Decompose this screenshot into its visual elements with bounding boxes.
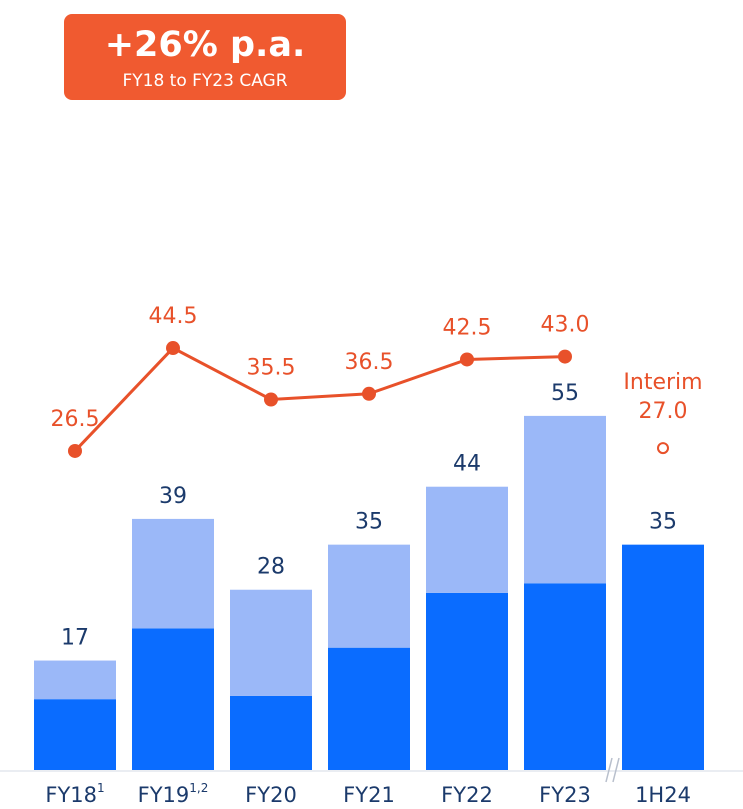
category: FY22 [441,783,493,807]
total-label: 35 [649,510,677,535]
point [362,386,376,401]
x-tick-label: 1H24 [635,783,691,807]
category: FY18 [45,783,97,807]
line-value-label: 36.5 [345,350,394,375]
total-label: 28 [257,555,285,580]
category: FY23 [539,783,591,807]
cagr-subline: FY18 to FY23 CAGR [122,71,287,91]
line-value-label: 44.5 [149,304,198,329]
bar-segment [524,415,606,584]
point [460,352,474,367]
total-label: 35 [355,510,383,535]
total-label: 55 [551,381,579,406]
cagr-box [64,14,346,100]
bar-segment [34,699,116,770]
point [264,392,278,407]
point [68,443,82,458]
category: FY21 [343,783,395,807]
interim-label: Interim [623,370,702,395]
bar-segment [34,660,116,700]
bar-segment [132,628,214,770]
footnote-marker: 1 [97,781,105,795]
bar-segment [426,592,508,770]
x-tick-label: FY20 [245,783,297,807]
category: 1H24 [635,783,691,807]
x-tick-label: FY22 [441,783,493,807]
line-value-label: 26.5 [51,407,100,432]
x-tick-label: FY23 [539,783,591,807]
bar-segment [426,486,508,593]
bar-segment [328,544,410,648]
line-value-label: 27.0 [639,399,688,424]
bar-segment [524,583,606,770]
line-value-label: 43.0 [541,313,590,338]
bar-segment [132,518,214,629]
total-label: 44 [453,452,481,477]
category: FY20 [245,783,297,807]
cagr-headline: +26% p.a. [105,25,306,65]
point [558,349,572,364]
footnote-marker: 1,2 [189,781,208,795]
total-label: 39 [159,484,187,509]
line-value-label: 35.5 [247,355,296,380]
axis-break [605,757,620,783]
bar-segment [622,544,704,770]
category: FY19 [138,783,190,807]
line [73,346,566,452]
total-label: 17 [61,626,89,651]
bar-segment [328,647,410,770]
bar-segment [230,589,312,696]
x-tick-label: FY21 [343,783,395,807]
x-tick-label: FY191,2 [138,781,209,808]
point [657,442,669,455]
point [166,341,180,356]
line-value-label: 42.5 [443,315,492,340]
bar-segment [230,695,312,770]
x-tick-label: FY181 [45,781,104,808]
